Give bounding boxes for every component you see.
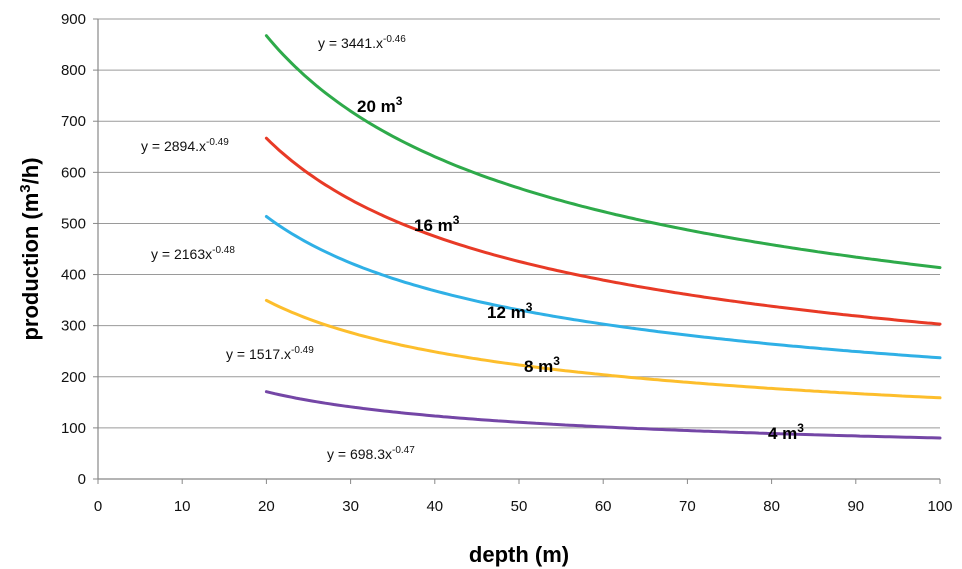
y-tick-label: 400 (61, 267, 86, 284)
x-tick-labels: 0 10 20 30 40 50 60 70 80 90 100 (94, 498, 953, 515)
equation-label: y = 2163x-0.48 (151, 245, 235, 262)
x-tick-label: 20 (258, 498, 275, 515)
y-tick-labels: 0 100 200 300 400 500 600 700 800 900 (61, 11, 86, 488)
y-tick-label: 100 (61, 420, 86, 437)
x-tick-label: 0 (94, 498, 102, 515)
y-tick-label: 700 (61, 113, 86, 130)
x-tick-label: 70 (679, 498, 696, 515)
series-label: 20 m3 (357, 94, 403, 116)
series-line-3 (264, 215, 942, 360)
equation-label: y = 3441.x-0.46 (318, 34, 406, 51)
series-lines (264, 34, 942, 440)
axes (93, 18, 941, 484)
series-label: 12 m3 (487, 300, 533, 322)
y-axis-title: production (m3/h) (17, 157, 43, 340)
series-label: 4 m3 (768, 421, 804, 443)
y-tick-label: 500 (61, 215, 86, 232)
series-line-4 (264, 298, 942, 400)
y-tick-label: 0 (78, 471, 86, 488)
x-tick-label: 100 (927, 498, 952, 515)
x-tick-label: 10 (174, 498, 191, 515)
y-tick-label: 200 (61, 369, 86, 386)
series-label: 16 m3 (414, 213, 460, 235)
series-label: 8 m3 (524, 354, 560, 376)
y-tick-label: 900 (61, 11, 86, 28)
x-axis-title: depth (m) (469, 542, 569, 567)
gridlines (98, 18, 940, 429)
y-tick-label: 600 (61, 164, 86, 181)
equation-label: y = 2894.x-0.49 (141, 137, 229, 154)
equation-label: y = 1517.x-0.49 (226, 345, 314, 362)
x-tick-label: 90 (847, 498, 864, 515)
y-tick-label: 300 (61, 318, 86, 335)
x-tick-label: 30 (342, 498, 359, 515)
x-tick-label: 40 (426, 498, 443, 515)
series-line-5 (264, 390, 942, 440)
x-tick-label: 80 (763, 498, 780, 515)
series-line-2 (264, 136, 942, 326)
annotations: y = 3441.x-0.46 20 m3 y = 2894.x-0.49 16 m3… (141, 34, 804, 462)
y-tick-label: 800 (61, 62, 86, 79)
equation-label: y = 698.3x-0.47 (327, 445, 415, 462)
series-line-1 (264, 34, 942, 270)
x-tick-label: 60 (595, 498, 612, 515)
x-tick-label: 50 (511, 498, 528, 515)
